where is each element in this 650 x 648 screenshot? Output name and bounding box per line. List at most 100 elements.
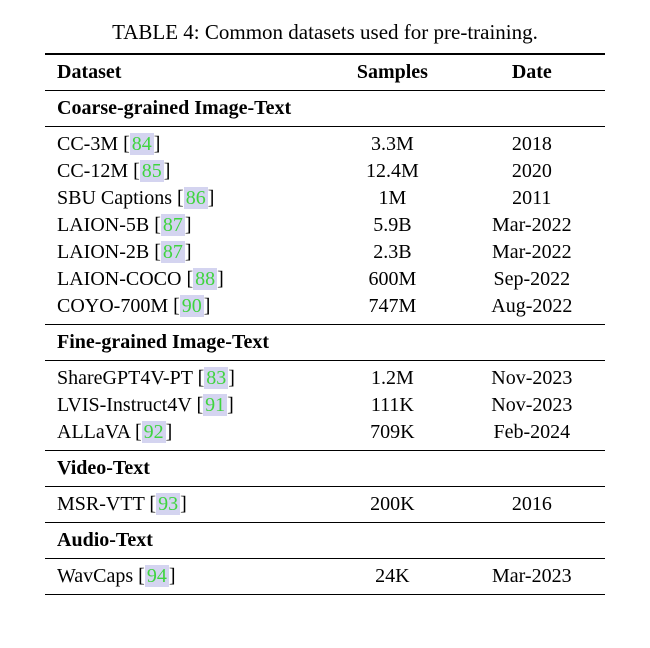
table-row: LAION-COCO [88]600MSep-2022 bbox=[45, 266, 605, 293]
dataset-name: LAION-COCO bbox=[57, 268, 186, 290]
table-row: MSR-VTT [93]200K2016 bbox=[45, 487, 605, 523]
citation-link[interactable]: 92 bbox=[142, 421, 166, 443]
samples-cell: 24K bbox=[326, 559, 458, 595]
section-title: Coarse-grained Image-Text bbox=[45, 91, 605, 127]
header-samples: Samples bbox=[326, 54, 458, 91]
dataset-name: ALLaVA bbox=[57, 421, 135, 443]
header-row: Dataset Samples Date bbox=[45, 54, 605, 91]
bracket-close: ] bbox=[185, 241, 192, 263]
dataset-name: COYO-700M bbox=[57, 295, 173, 317]
section-title: Fine-grained Image-Text bbox=[45, 325, 605, 361]
dataset-cell: COYO-700M [90] bbox=[45, 293, 326, 325]
dataset-cell: CC-3M [84] bbox=[45, 127, 326, 159]
date-cell: Feb-2024 bbox=[459, 419, 605, 451]
date-cell: Mar-2022 bbox=[459, 212, 605, 239]
table-row: SBU Captions [86]1M2011 bbox=[45, 185, 605, 212]
samples-cell: 1.2M bbox=[326, 361, 458, 393]
samples-cell: 709K bbox=[326, 419, 458, 451]
bracket-open: [ bbox=[173, 295, 180, 317]
bracket-close: ] bbox=[204, 295, 211, 317]
section-header: Fine-grained Image-Text bbox=[45, 325, 605, 361]
samples-cell: 2.3B bbox=[326, 239, 458, 266]
bracket-close: ] bbox=[228, 367, 235, 389]
section-header: Audio-Text bbox=[45, 523, 605, 559]
dataset-cell: SBU Captions [86] bbox=[45, 185, 326, 212]
citation-link[interactable]: 87 bbox=[161, 214, 185, 236]
samples-cell: 600M bbox=[326, 266, 458, 293]
dataset-cell: ShareGPT4V-PT [83] bbox=[45, 361, 326, 393]
section-title: Video-Text bbox=[45, 451, 605, 487]
table-row: CC-12M [85] 12.4M2020 bbox=[45, 158, 605, 185]
samples-cell: 5.9B bbox=[326, 212, 458, 239]
citation-link[interactable]: 85 bbox=[140, 160, 164, 182]
bracket-close: ] bbox=[180, 493, 187, 515]
date-cell: 2011 bbox=[459, 185, 605, 212]
citation-link[interactable]: 88 bbox=[193, 268, 217, 290]
citation-link[interactable]: 84 bbox=[130, 133, 154, 155]
bracket-close: ] bbox=[185, 214, 192, 236]
citation-link[interactable]: 87 bbox=[161, 241, 185, 263]
bracket-close: ] bbox=[154, 133, 161, 155]
bracket-open: [ bbox=[154, 214, 161, 236]
citation-link[interactable]: 86 bbox=[184, 187, 208, 209]
table-body: Coarse-grained Image-TextCC-3M [84]3.3M2… bbox=[45, 91, 605, 595]
bracket-open: [ bbox=[177, 187, 184, 209]
section-header: Coarse-grained Image-Text bbox=[45, 91, 605, 127]
samples-cell: 200K bbox=[326, 487, 458, 523]
samples-cell: 3.3M bbox=[326, 127, 458, 159]
bracket-open: [ bbox=[135, 421, 142, 443]
table-container: TABLE 4: Common datasets used for pre-tr… bbox=[45, 20, 605, 595]
bracket-close: ] bbox=[164, 160, 171, 182]
dataset-name: CC-3M bbox=[57, 133, 123, 155]
date-cell: Mar-2023 bbox=[459, 559, 605, 595]
dataset-cell: MSR-VTT [93] bbox=[45, 487, 326, 523]
citation-link[interactable]: 83 bbox=[204, 367, 228, 389]
samples-cell: 111K bbox=[326, 392, 458, 419]
table-row: WavCaps [94]24KMar-2023 bbox=[45, 559, 605, 595]
bracket-open: [ bbox=[133, 160, 140, 182]
dataset-name: CC-12M bbox=[57, 160, 133, 182]
dataset-name: WavCaps bbox=[57, 565, 138, 587]
table-row: ALLaVA [92]709KFeb-2024 bbox=[45, 419, 605, 451]
citation-link[interactable]: 94 bbox=[145, 565, 169, 587]
table-row: ShareGPT4V-PT [83]1.2MNov-2023 bbox=[45, 361, 605, 393]
header-dataset: Dataset bbox=[45, 54, 326, 91]
datasets-table: Dataset Samples Date Coarse-grained Imag… bbox=[45, 53, 605, 595]
dataset-cell: ALLaVA [92] bbox=[45, 419, 326, 451]
dataset-name: SBU Captions bbox=[57, 187, 177, 209]
citation-link[interactable]: 90 bbox=[180, 295, 204, 317]
section-title: Audio-Text bbox=[45, 523, 605, 559]
table-row: LAION-2B [87]2.3BMar-2022 bbox=[45, 239, 605, 266]
samples-cell: 12.4M bbox=[326, 158, 458, 185]
date-cell: Aug-2022 bbox=[459, 293, 605, 325]
samples-cell: 747M bbox=[326, 293, 458, 325]
date-cell: Mar-2022 bbox=[459, 239, 605, 266]
dataset-cell: LAION-5B [87] bbox=[45, 212, 326, 239]
citation-link[interactable]: 91 bbox=[203, 394, 227, 416]
date-cell: Sep-2022 bbox=[459, 266, 605, 293]
section-header: Video-Text bbox=[45, 451, 605, 487]
bracket-open: [ bbox=[154, 241, 161, 263]
table-row: CC-3M [84]3.3M2018 bbox=[45, 127, 605, 159]
bracket-open: [ bbox=[123, 133, 130, 155]
dataset-name: LAION-5B bbox=[57, 214, 154, 236]
bracket-close: ] bbox=[217, 268, 224, 290]
dataset-cell: LVIS-Instruct4V [91] bbox=[45, 392, 326, 419]
bracket-close: ] bbox=[208, 187, 215, 209]
table-row: LAION-5B [87]5.9BMar-2022 bbox=[45, 212, 605, 239]
bracket-close: ] bbox=[227, 394, 234, 416]
date-cell: Nov-2023 bbox=[459, 361, 605, 393]
dataset-name: LVIS-Instruct4V bbox=[57, 394, 196, 416]
date-cell: Nov-2023 bbox=[459, 392, 605, 419]
citation-link[interactable]: 93 bbox=[156, 493, 180, 515]
date-cell: 2016 bbox=[459, 487, 605, 523]
header-date: Date bbox=[459, 54, 605, 91]
samples-cell: 1M bbox=[326, 185, 458, 212]
table-row: LVIS-Instruct4V [91]111KNov-2023 bbox=[45, 392, 605, 419]
dataset-name: LAION-2B bbox=[57, 241, 154, 263]
bracket-open: [ bbox=[138, 565, 145, 587]
date-cell: 2020 bbox=[459, 158, 605, 185]
table-row: COYO-700M [90]747MAug-2022 bbox=[45, 293, 605, 325]
dataset-cell: LAION-2B [87] bbox=[45, 239, 326, 266]
dataset-name: ShareGPT4V-PT bbox=[57, 367, 198, 389]
